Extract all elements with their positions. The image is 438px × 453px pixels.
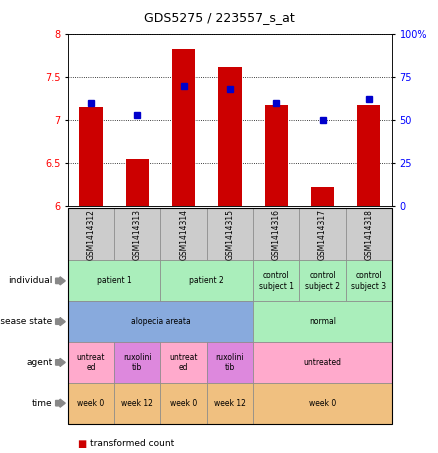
Text: untreated: untreated [304, 358, 342, 367]
Text: week 0: week 0 [78, 399, 105, 408]
Text: control
subject 1: control subject 1 [259, 271, 294, 290]
Text: week 0: week 0 [309, 399, 336, 408]
Text: individual: individual [8, 276, 53, 285]
Text: week 0: week 0 [170, 399, 197, 408]
Text: disease state: disease state [0, 317, 53, 326]
Bar [126, 159, 149, 206]
Text: GSM1414315: GSM1414315 [226, 209, 234, 260]
Bar [172, 49, 195, 206]
Text: ■: ■ [77, 439, 86, 449]
Text: week 12: week 12 [121, 399, 153, 408]
Bar [219, 67, 241, 206]
Text: untreat
ed: untreat ed [170, 353, 198, 372]
Text: GSM1414312: GSM1414312 [87, 209, 95, 260]
Text: time: time [32, 399, 53, 408]
Text: normal: normal [309, 317, 336, 326]
Text: GSM1414318: GSM1414318 [364, 209, 373, 260]
Bar [357, 105, 381, 206]
Text: GDS5275 / 223557_s_at: GDS5275 / 223557_s_at [144, 11, 294, 24]
Bar [265, 105, 288, 206]
Text: agent: agent [26, 358, 53, 367]
Text: GSM1414317: GSM1414317 [318, 209, 327, 260]
Text: control
subject 3: control subject 3 [351, 271, 386, 290]
Text: patient 1: patient 1 [97, 276, 131, 285]
Text: ruxolini
tib: ruxolini tib [123, 353, 152, 372]
Text: alopecia areata: alopecia areata [131, 317, 191, 326]
Text: GSM1414316: GSM1414316 [272, 209, 281, 260]
Text: control
subject 2: control subject 2 [305, 271, 340, 290]
Bar [311, 187, 334, 206]
Text: untreat
ed: untreat ed [77, 353, 105, 372]
Text: patient 2: patient 2 [189, 276, 224, 285]
Text: ruxolini
tib: ruxolini tib [215, 353, 244, 372]
Bar [79, 107, 102, 206]
Text: week 12: week 12 [214, 399, 246, 408]
Text: GSM1414314: GSM1414314 [179, 209, 188, 260]
Text: transformed count: transformed count [90, 439, 174, 448]
Text: GSM1414313: GSM1414313 [133, 209, 142, 260]
